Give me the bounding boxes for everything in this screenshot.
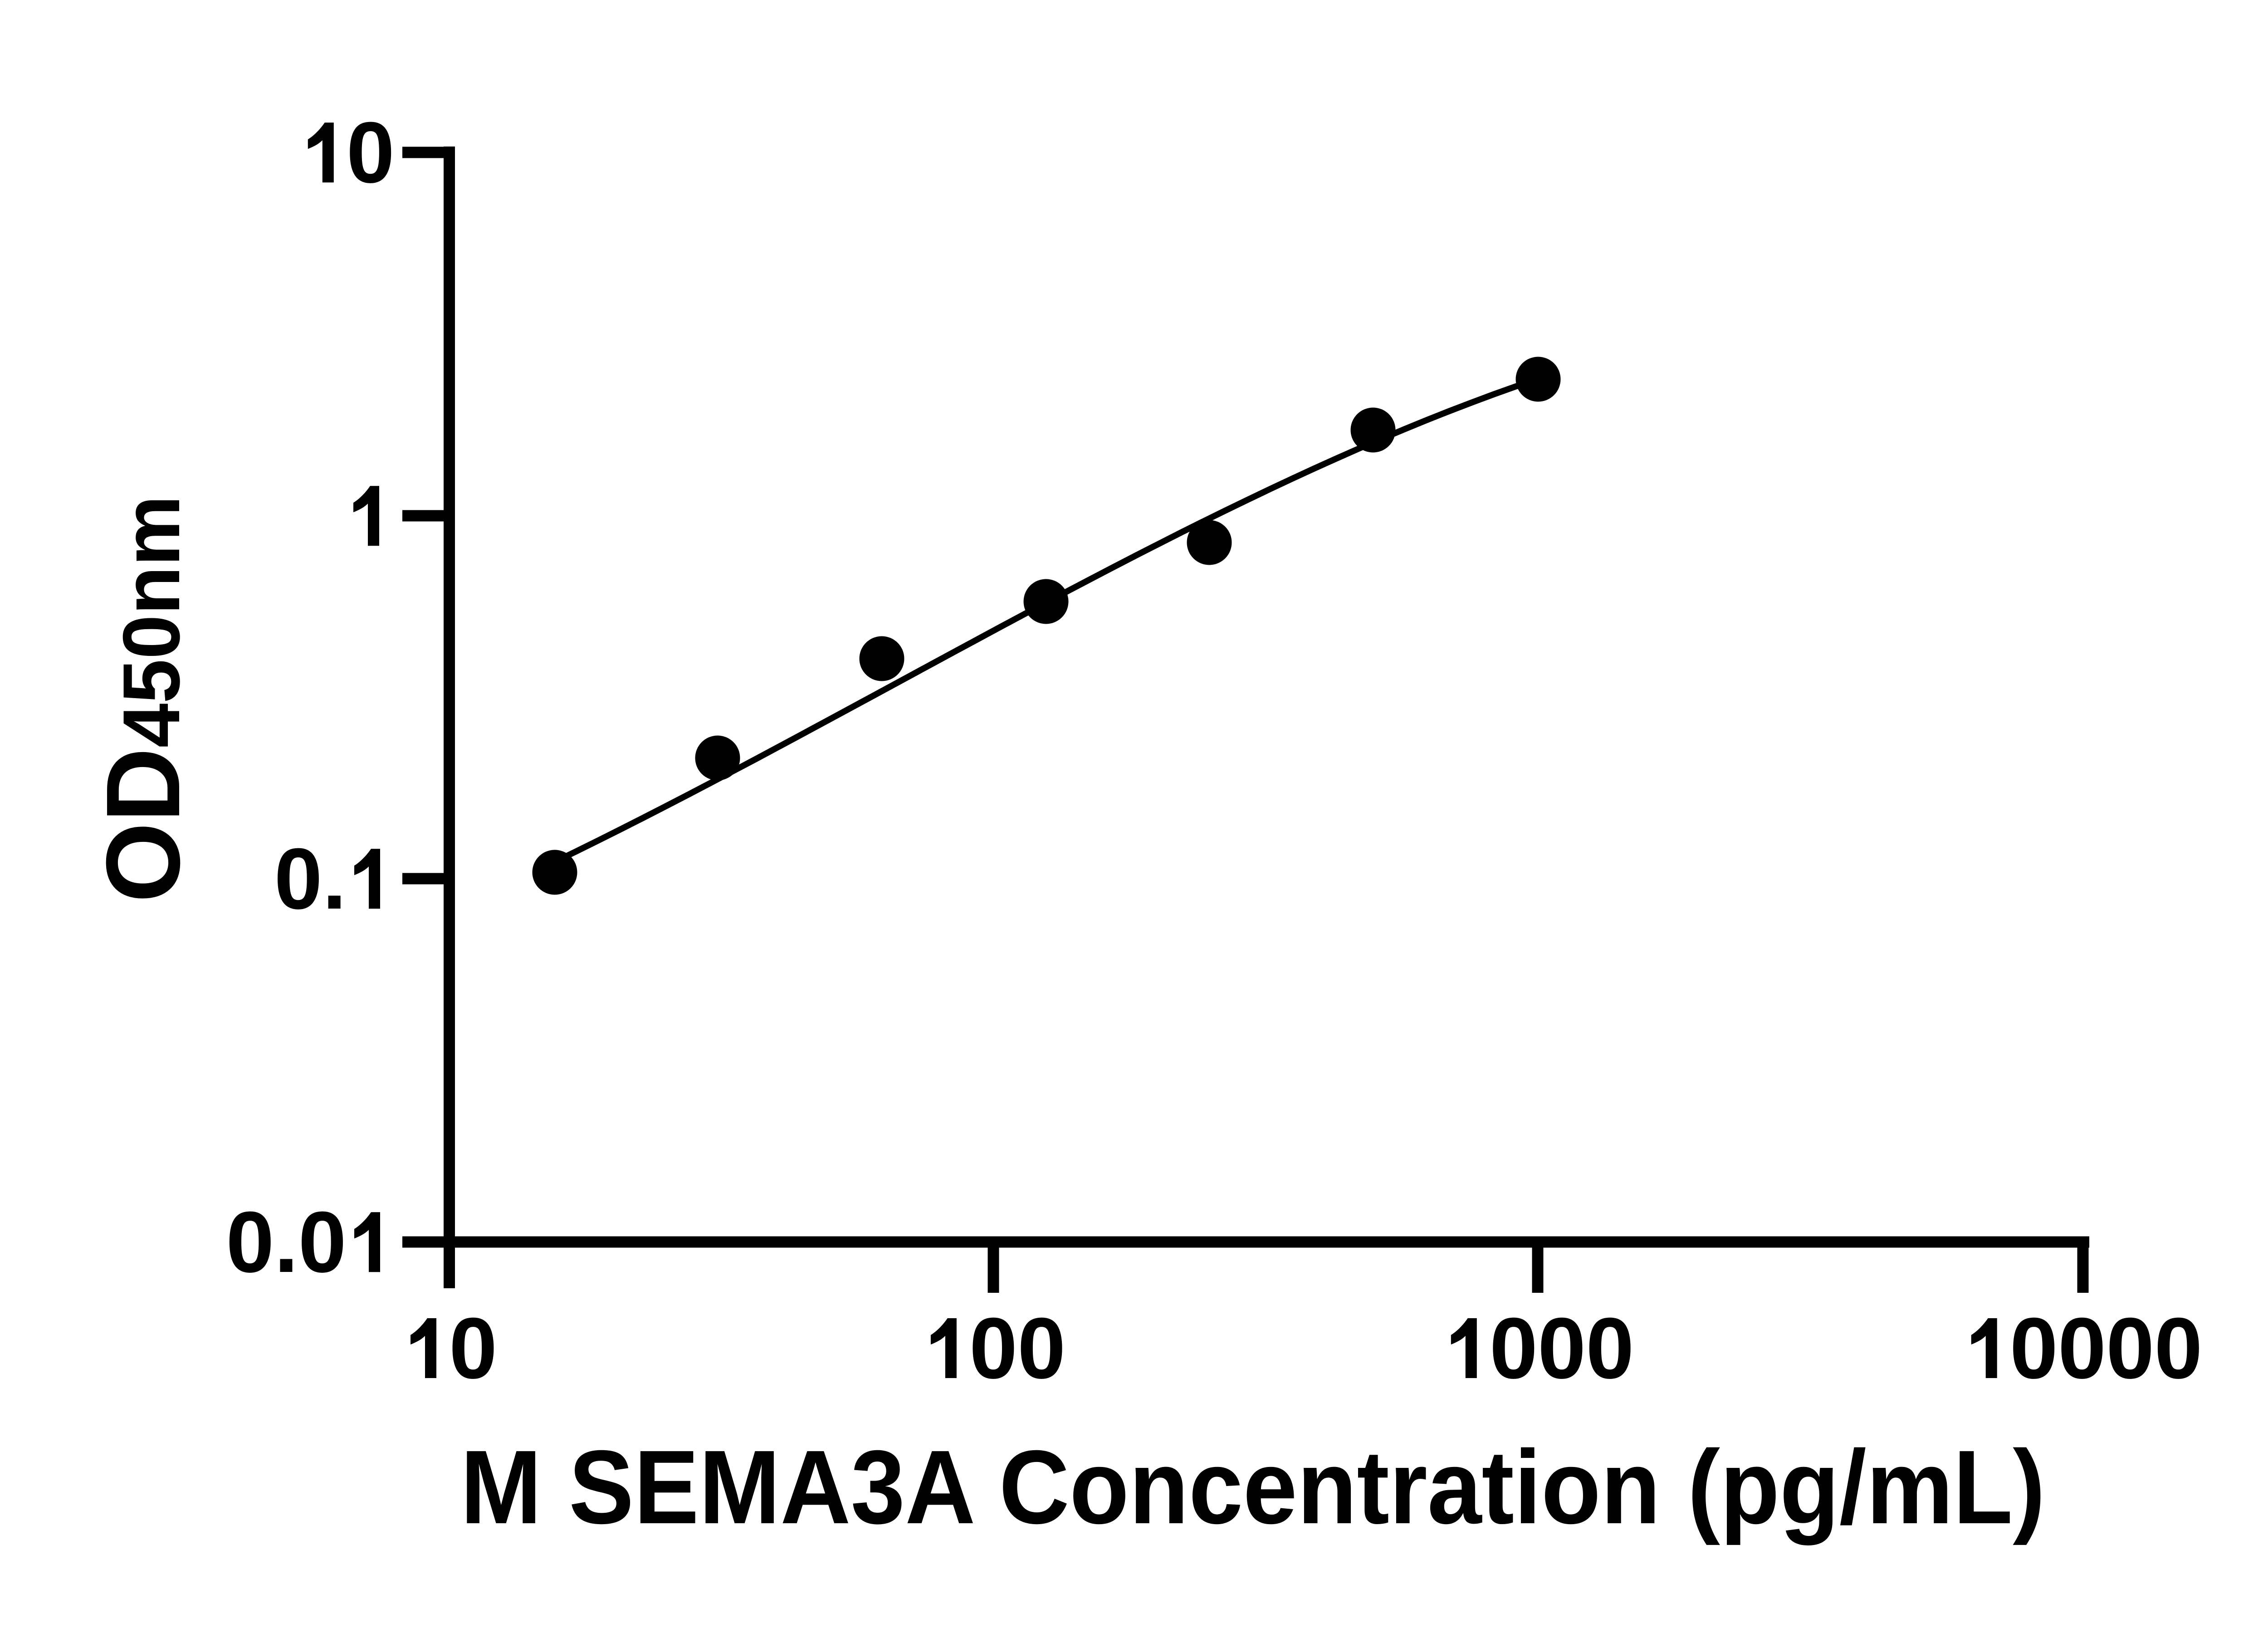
svg-text:M SEMA3A Concentration (pg/mL): M SEMA3A Concentration (pg/mL) <box>460 1428 2045 1545</box>
svg-text:0000: 0000 <box>2010 1300 2203 1397</box>
svg-text:000: 000 <box>1490 1300 1634 1397</box>
svg-text:OD450nm: OD450nm <box>84 495 201 903</box>
svg-text:0: 0 <box>449 1300 497 1397</box>
svg-text:00: 00 <box>969 1300 1066 1397</box>
svg-text:0.: 0. <box>274 831 347 927</box>
svg-text:0: 0 <box>347 104 395 201</box>
svg-text:0.0: 0.0 <box>226 1194 347 1291</box>
